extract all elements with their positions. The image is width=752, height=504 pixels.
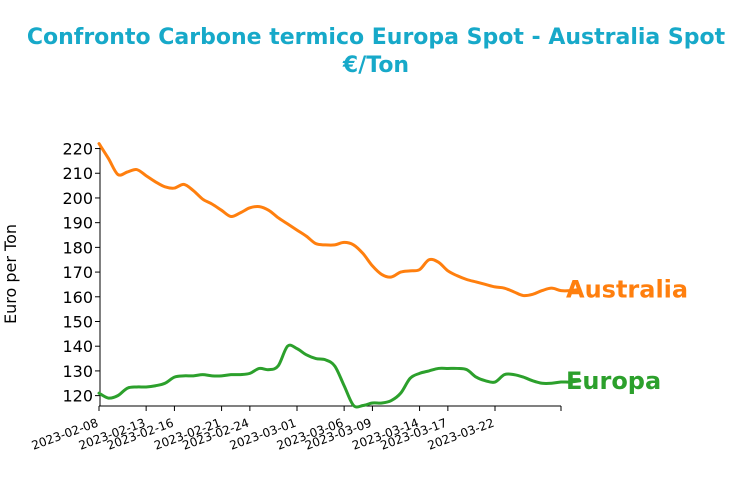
y-tick-label: 150: [62, 312, 93, 331]
y-tick-label: 210: [62, 164, 93, 183]
y-tick-label: 220: [62, 140, 93, 159]
y-axis-label: Euro per Ton: [1, 224, 20, 324]
series-layer: [97, 142, 582, 409]
y-tick-label: 140: [62, 337, 93, 356]
y-tick-label: 120: [62, 387, 93, 406]
chart-title: Confronto Carbone termico Europa Spot - …: [0, 24, 752, 80]
y-tick-label: 200: [62, 189, 93, 208]
series-line-europa: [97, 343, 582, 409]
x-axis: 2023-02-082023-02-132023-02-162023-02-21…: [30, 405, 562, 453]
y-tick-label: 180: [62, 238, 93, 257]
y-axis: 120 130 140 150 160 170 180 190 200 210 220 Euro pe…: [1, 140, 101, 406]
chart-title-line2: €/Ton: [342, 53, 410, 78]
series-line-australia: [97, 142, 582, 298]
y-tick-label: 170: [62, 263, 93, 282]
series-labels: Australia Europa: [566, 275, 688, 394]
y-tick-label: 160: [62, 288, 93, 307]
y-tick-label: 190: [62, 214, 93, 233]
series-label-europa: Europa: [566, 367, 661, 395]
series-label-australia: Australia: [566, 275, 688, 303]
y-tick-label: 130: [62, 362, 93, 381]
chart-title-line1: Confronto Carbone termico Europa Spot - …: [26, 25, 726, 50]
